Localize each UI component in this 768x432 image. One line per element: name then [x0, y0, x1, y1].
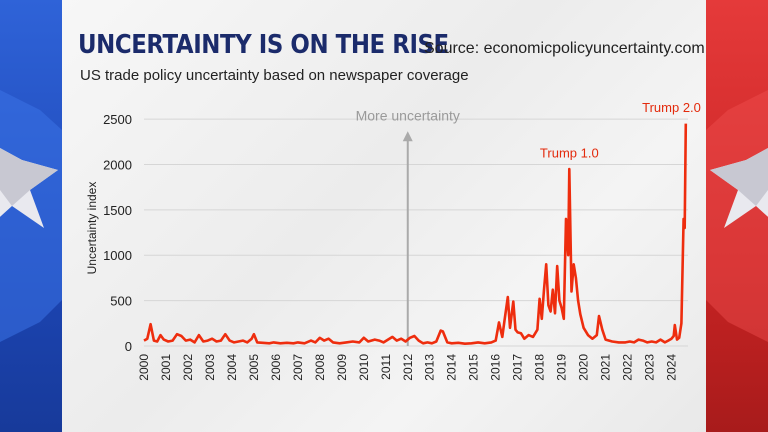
arrow-head — [402, 131, 413, 142]
series-line — [143, 123, 688, 345]
annotation-label: Trump 1.0 — [540, 145, 599, 160]
x-tick-label: 2014 — [445, 354, 459, 381]
x-tick-label: 2006 — [269, 354, 283, 381]
x-tick-label: 2005 — [247, 354, 261, 381]
right-flag-band — [706, 0, 768, 432]
x-tick-label: 2016 — [489, 354, 503, 381]
x-tick-label: 2007 — [291, 354, 305, 381]
x-tick-label: 2003 — [203, 354, 217, 381]
annotation-label: Trump 2.0 — [642, 100, 701, 115]
source-note: Source: economicpolicyuncertainty.com — [424, 40, 705, 57]
x-tick-label: 2019 — [555, 354, 569, 381]
x-tick-label: 2001 — [159, 354, 173, 381]
x-tick-label: 2009 — [335, 354, 349, 381]
y-tick-label: 1500 — [103, 203, 132, 218]
x-tick-label: 2002 — [181, 354, 195, 381]
x-tick-label: 2013 — [423, 354, 437, 381]
x-tick-label: 2015 — [467, 354, 481, 381]
x-tick-label: 2011 — [379, 354, 393, 380]
star-icon — [0, 90, 62, 342]
x-tick-label: 2024 — [665, 354, 679, 381]
y-axis-label: Uncertainty index — [85, 182, 99, 275]
chart-subtitle: US trade policy uncertainty based on new… — [80, 67, 469, 84]
left-flag-band — [0, 0, 62, 432]
line-chart: 0 500 1000 1500 2000 2500 Uncertainty index 200… — [85, 100, 701, 381]
y-tick-label: 500 — [110, 294, 132, 309]
x-tick-label: 2012 — [401, 354, 415, 381]
x-tick-label: 2000 — [137, 354, 151, 381]
y-tick-label: 1000 — [103, 248, 132, 263]
x-tick-label: 2020 — [577, 354, 591, 381]
y-tick-label: 0 — [125, 339, 132, 354]
x-tick-label: 2023 — [643, 354, 657, 381]
page-title: UNCERTAINTY IS ON THE RISE — [78, 30, 449, 60]
star-icon — [706, 90, 768, 342]
x-tick-label: 2018 — [533, 354, 547, 381]
x-tick-label: 2010 — [357, 354, 371, 381]
x-tick-label: 2008 — [313, 354, 327, 381]
y-tick-label: 2000 — [103, 157, 132, 172]
annotation-more-uncertainty: More uncertainty — [356, 107, 460, 123]
x-tick-label: 2017 — [511, 354, 525, 381]
x-tick-label: 2021 — [599, 354, 613, 381]
x-tick-label: 2022 — [621, 354, 635, 381]
chart-panel — [62, 0, 706, 432]
y-tick-label: 2500 — [103, 112, 132, 127]
x-tick-label: 2004 — [225, 354, 239, 381]
